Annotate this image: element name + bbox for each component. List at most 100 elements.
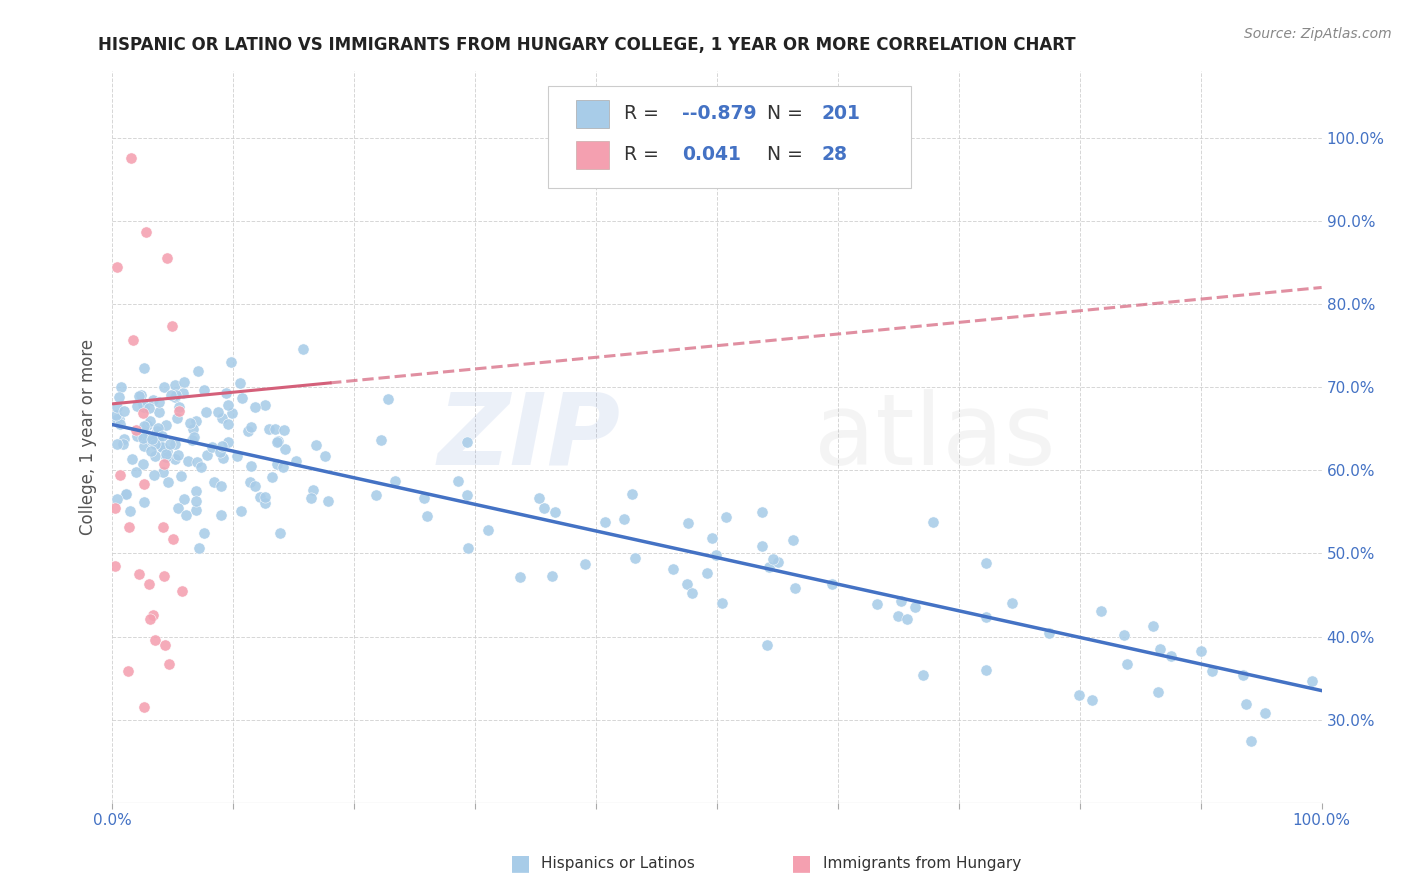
Point [167,404,190,418]
Point [184,414,207,428]
Text: 0.041: 0.041 [682,145,741,164]
Point [155,417,177,432]
Point [239,475,262,489]
FancyBboxPatch shape [548,86,911,188]
Point [529,491,551,505]
Point [134,476,156,491]
Point [217,434,239,449]
Point [155,450,177,464]
Point [211,410,233,425]
Point [163,377,186,392]
Point [110,467,132,482]
Point [125,423,148,437]
Point [132,406,155,420]
Point [112,436,135,450]
Point [266,458,288,472]
Text: Source: ZipAtlas.com: Source: ZipAtlas.com [1244,27,1392,41]
Point [134,360,156,375]
Point [716,509,738,524]
Point [264,422,287,436]
Point [172,385,194,400]
Point [269,526,291,541]
Point [1081,693,1104,707]
Point [152,440,174,454]
Point [157,657,180,672]
Text: 201: 201 [821,104,860,123]
Point [370,433,392,447]
Text: --0.879: --0.879 [682,104,756,123]
Point [305,438,328,452]
Point [1234,697,1257,711]
Point [676,516,699,530]
FancyBboxPatch shape [575,100,609,128]
Point [245,478,267,492]
Point [221,355,243,369]
Point [166,448,188,462]
Point [148,394,170,409]
Point [181,422,204,436]
Point [174,508,197,522]
Point [132,457,155,471]
Point [762,551,785,566]
Point [974,610,997,624]
Point [115,487,138,501]
Point [202,475,225,489]
Point [128,389,150,403]
Point [173,491,195,506]
Point [132,431,155,445]
FancyBboxPatch shape [575,141,609,169]
Point [108,417,131,431]
Point [766,555,789,569]
Point [447,474,470,488]
Text: N =: N = [766,104,808,123]
Point [782,533,804,547]
Text: atlas: atlas [814,389,1056,485]
Point [231,392,253,406]
Point [696,566,718,580]
Point [612,511,634,525]
Text: R =: R = [624,104,665,123]
Point [758,560,780,574]
Text: ZIP: ZIP [437,389,620,485]
Point [266,434,288,449]
Point [314,449,336,463]
Point [301,483,323,497]
Point [384,475,406,489]
Point [150,440,173,454]
Point [139,414,162,428]
Point [138,612,160,626]
Point [253,490,276,504]
Point [143,449,166,463]
Point [132,400,155,414]
Point [416,508,439,523]
Point [195,405,218,419]
Point [574,557,596,571]
Point [114,403,136,417]
Point [249,490,271,504]
Point [159,437,181,451]
Point [1149,641,1171,656]
Point [623,550,645,565]
Point [710,596,733,610]
Point [190,459,212,474]
Point [904,600,927,615]
Point [257,422,280,436]
Point [662,561,685,575]
Y-axis label: College, 1 year or more: College, 1 year or more [79,339,97,535]
Point [209,478,232,492]
Point [193,525,215,540]
Point [165,387,187,401]
Point [751,505,773,519]
Point [1114,627,1136,641]
Text: ■: ■ [792,854,811,873]
Point [413,491,436,505]
Point [201,440,224,454]
Point [239,419,262,434]
Point [211,508,233,523]
Point [676,577,699,591]
Point [621,487,644,501]
Point [195,448,218,462]
Point [138,401,160,415]
Text: Hispanics or Latinos: Hispanics or Latinos [541,856,695,871]
Point [231,503,253,517]
